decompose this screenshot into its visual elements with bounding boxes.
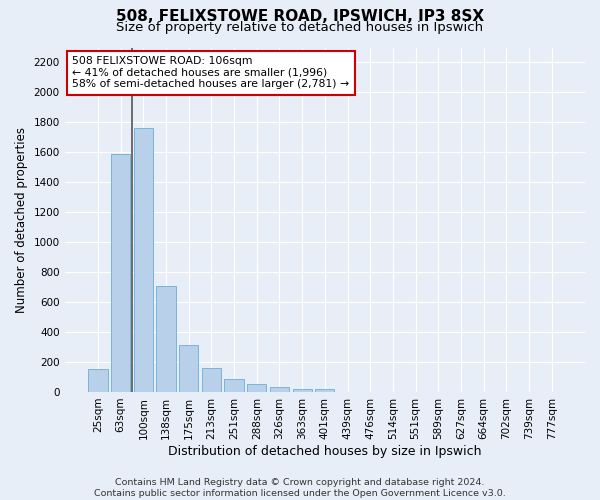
Bar [111,154,130,392]
Bar [293,388,312,392]
Text: 508 FELIXSTOWE ROAD: 106sqm
← 41% of detached houses are smaller (1,996)
58% of : 508 FELIXSTOWE ROAD: 106sqm ← 41% of det… [73,56,350,90]
Text: Size of property relative to detached houses in Ipswich: Size of property relative to detached ho… [116,21,484,34]
Bar [247,384,266,392]
X-axis label: Distribution of detached houses by size in Ipswich: Distribution of detached houses by size … [168,444,482,458]
Bar [88,368,107,392]
Y-axis label: Number of detached properties: Number of detached properties [15,126,28,312]
Bar [179,345,199,392]
Bar [315,390,334,392]
Text: Contains HM Land Registry data © Crown copyright and database right 2024.
Contai: Contains HM Land Registry data © Crown c… [94,478,506,498]
Text: 508, FELIXSTOWE ROAD, IPSWICH, IP3 8SX: 508, FELIXSTOWE ROAD, IPSWICH, IP3 8SX [116,9,484,24]
Bar [157,286,176,392]
Bar [270,387,289,392]
Bar [224,379,244,392]
Bar [134,128,153,392]
Bar [202,368,221,392]
